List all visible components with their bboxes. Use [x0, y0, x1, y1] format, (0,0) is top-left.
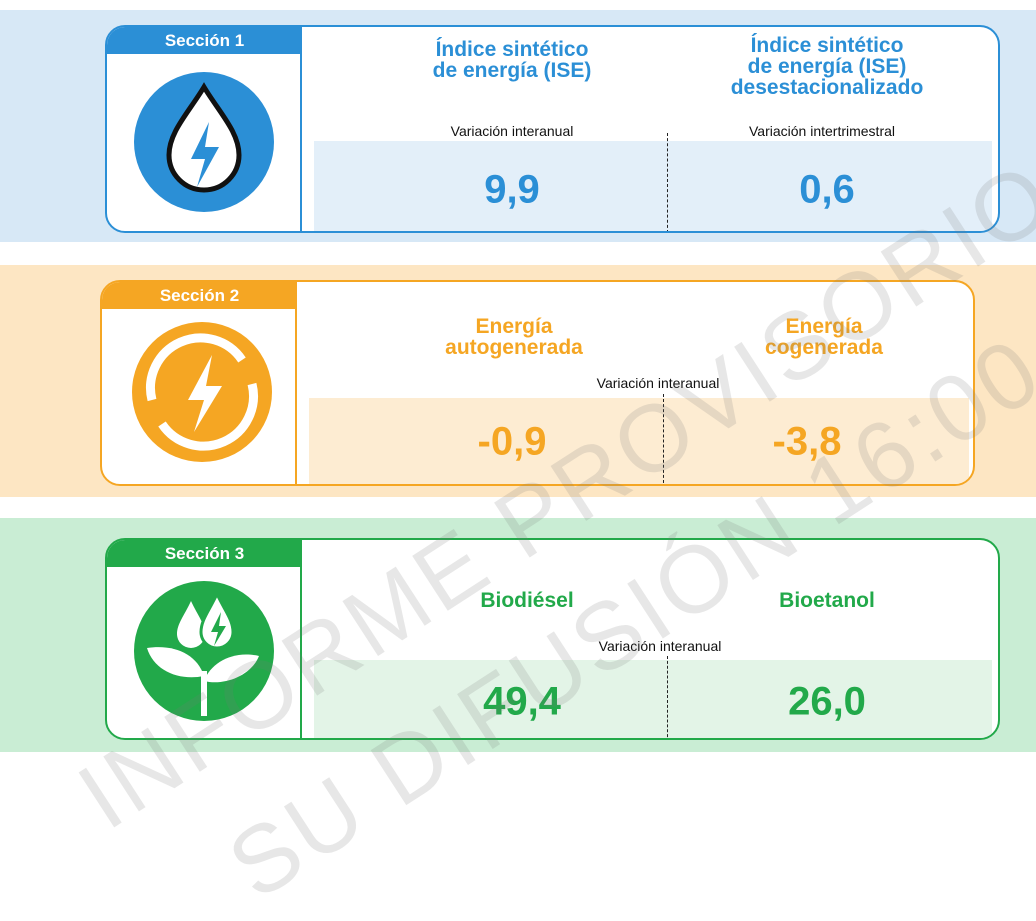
icon — [134, 72, 274, 212]
indicator-value: 9,9 — [484, 167, 540, 212]
icon — [134, 581, 274, 721]
value-panel — [309, 398, 969, 484]
indicator-value: -0,9 — [477, 419, 547, 464]
section-card: Sección 1 Índice sintético de energía (I… — [105, 25, 1000, 233]
indicator-value: 0,6 — [799, 167, 855, 212]
dashed-separator — [663, 394, 664, 484]
divider — [300, 540, 302, 738]
value-panel — [314, 141, 992, 231]
indicator-title: Energía cogenerada — [765, 315, 883, 359]
value-panel — [314, 660, 992, 738]
indicator-title: Índice sintético de energía (ISE) desest… — [730, 34, 924, 99]
section-card: Sección 2 Energía autogenerada Energía c… — [100, 280, 975, 486]
section-card: Sección 3 Biodiésel Bioetanol Variación … — [105, 538, 1000, 740]
dashed-separator — [667, 133, 668, 231]
divider — [295, 282, 297, 484]
indicator-value: 26,0 — [788, 679, 866, 724]
dashed-separator — [667, 656, 668, 738]
divider — [300, 27, 302, 231]
indicator-title: Biodiésel — [480, 589, 574, 612]
variation-label: Variación intertrimestral — [748, 123, 896, 139]
icon — [132, 322, 272, 462]
indicator-value: -3,8 — [772, 419, 842, 464]
section-label: Sección 2 — [102, 282, 297, 309]
variation-label: Variación interanual — [598, 638, 722, 654]
indicator-title: Energía autogenerada — [445, 315, 583, 359]
section-label: Sección 3 — [107, 540, 302, 567]
indicator-value: 49,4 — [483, 679, 561, 724]
variation-label: Variación interanual — [596, 375, 720, 391]
indicator-title: Índice sintético de energía (ISE) — [432, 38, 592, 82]
variation-label: Variación interanual — [450, 123, 574, 139]
indicator-title: Bioetanol — [779, 589, 875, 612]
section-label: Sección 1 — [107, 27, 302, 54]
